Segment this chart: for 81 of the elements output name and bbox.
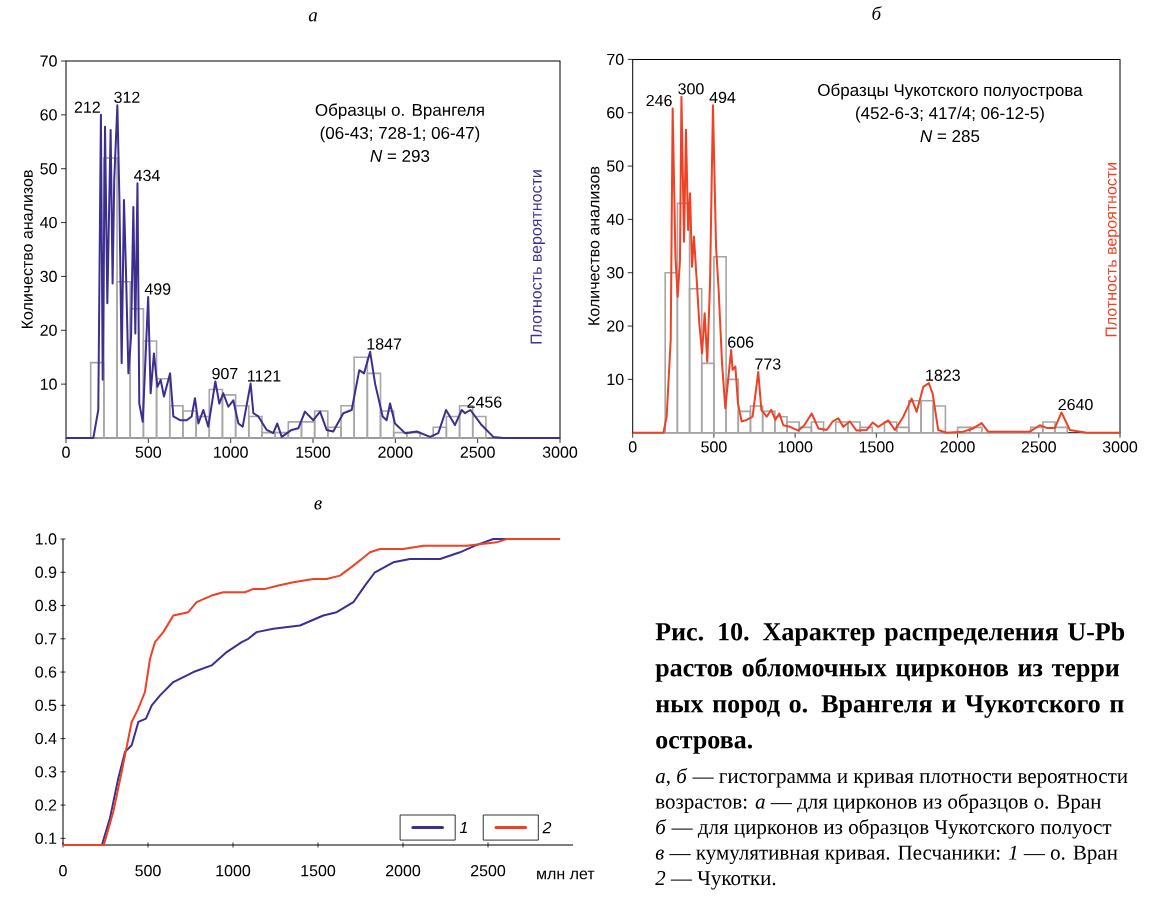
x-tick-label: 2500	[1021, 441, 1056, 453]
annotation: 2640	[1058, 398, 1093, 411]
y-tick-label: 60	[40, 109, 57, 121]
annotation: 2456	[467, 396, 502, 408]
chart-title: в	[314, 500, 322, 510]
y-tick-label: 0.7	[35, 633, 57, 645]
y2-axis-title: Плотность вероятности	[1105, 163, 1120, 337]
y-tick-label: 0.4	[35, 732, 57, 745]
x-tick-label: 500	[701, 441, 727, 453]
y-tick-label: 0.1	[35, 832, 57, 845]
y-tick-label: 20	[607, 320, 624, 332]
annotation: 773	[755, 358, 781, 370]
y-tick-label: 50	[40, 163, 57, 175]
y-tick-label: 20	[40, 324, 57, 336]
x-tick-label: 1000	[214, 446, 248, 458]
x-tick-label: 0	[628, 441, 637, 453]
y-tick-label: 70	[40, 55, 57, 67]
x-tick-label: 2000	[378, 446, 413, 458]
annotation: Образцы о. Врангеля	[315, 103, 484, 120]
y-tick-label: 0.8	[35, 599, 57, 612]
y-tick-label: 1.0	[35, 533, 57, 545]
text: в — кумулятивная кривая. Песчаники: 1 — о. Вран	[655, 845, 1118, 865]
x-tick-label: 3000	[542, 446, 578, 458]
annotation: 494	[709, 91, 736, 104]
x-tick-label: 0	[59, 865, 67, 877]
y-tick-label: 0.5	[35, 699, 57, 711]
annotation: 1121	[248, 370, 281, 382]
x-tick-label: 3000	[1102, 441, 1138, 453]
annotation: N = 285	[920, 130, 980, 143]
x-tick-label: 2500	[460, 446, 495, 458]
y-tick-label: 40	[606, 213, 624, 226]
annotation: N = 293	[370, 149, 430, 162]
chart-title: а	[308, 12, 318, 22]
x-tick-label: 500	[135, 446, 162, 458]
legend-label: 2	[542, 821, 552, 834]
annotation: (06-43; 728-1; 06-47)	[320, 126, 480, 143]
y-tick-label: 0.6	[35, 666, 57, 678]
annotation: 1847	[367, 338, 402, 350]
y-tick-label: 50	[607, 160, 624, 172]
annotation: 434	[134, 169, 160, 182]
x-tick-label: 1500	[296, 446, 331, 458]
x-tick-label: 1500	[301, 865, 336, 877]
x-tick-label: 2000	[940, 441, 975, 453]
annotation: 606	[728, 336, 754, 348]
annotation: 312	[114, 91, 140, 103]
legend-label: 1	[459, 822, 467, 834]
x-tick-label: 2500	[471, 865, 506, 877]
x-tick-label: 1000	[778, 441, 813, 453]
y-tick-label: 60	[607, 107, 624, 119]
y-tick-label: 0.3	[35, 766, 57, 778]
x-axis-title: млн лет	[537, 870, 595, 880]
x-tick-label: 2000	[386, 865, 421, 877]
y-tick-label: 0.9	[35, 566, 57, 578]
x-tick-label: 500	[135, 865, 161, 877]
chart-title: б	[872, 6, 882, 20]
y-axis-title: Количество анализов	[588, 166, 600, 325]
annotation: 1823	[926, 369, 960, 381]
text: б — для цирконов из образцов Чукотского полуост	[656, 818, 1112, 839]
y2-axis-title: Плотность вероятности	[530, 170, 545, 344]
annotation: 212	[74, 101, 100, 113]
y-axis-title: Количество анализов	[21, 170, 33, 329]
y-tick-label: 70	[607, 53, 624, 66]
annotation: 907	[212, 367, 238, 380]
y-tick-label: 40	[40, 216, 57, 229]
annotation: Образцы Чукотского полуострова	[818, 83, 1083, 100]
annotation: 300	[678, 83, 704, 95]
y-tick-label: 30	[40, 270, 57, 283]
text: а, б — гистограмма и кривая плотности вероятности	[655, 767, 1128, 788]
y-tick-label: 30	[606, 267, 624, 279]
annotation: 246	[646, 94, 672, 107]
text: 2 — Чукотки.	[655, 871, 776, 890]
text: Рис. 10. Характер распределения U-Pb растов обломочных цирконов из терри ных пород о. Врангеля и Чукотского п острова.	[655, 622, 1125, 754]
text: возрастов: а — для цирконов из образцов о. Вран	[655, 793, 1101, 813]
x-tick-label: 1000	[216, 865, 251, 877]
x-tick-label: 0	[62, 446, 70, 458]
y-tick-label: 0.2	[35, 799, 57, 811]
y-tick-label: 10	[607, 373, 624, 386]
x-tick-label: 1500	[859, 441, 894, 453]
annotation: (452-6-3; 417/4; 06-12-5)	[856, 106, 1044, 123]
annotation: 499	[144, 283, 171, 295]
y-tick-label: 10	[40, 378, 57, 390]
